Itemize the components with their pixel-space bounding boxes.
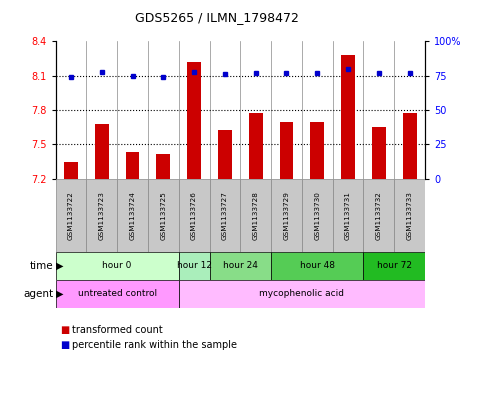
Bar [364, 252, 425, 280]
Text: transformed count: transformed count [72, 325, 163, 335]
Bar [148, 179, 179, 252]
Text: ■: ■ [60, 325, 70, 335]
Text: GSM1133727: GSM1133727 [222, 191, 228, 240]
Bar [179, 252, 210, 280]
Bar [341, 55, 355, 179]
Bar [210, 252, 271, 280]
Text: GSM1133724: GSM1133724 [129, 191, 136, 240]
Bar [218, 130, 232, 179]
Text: hour 48: hour 48 [300, 261, 335, 270]
Text: mycophenolic acid: mycophenolic acid [259, 290, 344, 298]
Bar [179, 179, 210, 252]
Bar [56, 280, 179, 308]
Text: ▶: ▶ [56, 289, 64, 299]
Text: hour 72: hour 72 [377, 261, 412, 270]
Text: agent: agent [23, 289, 53, 299]
Bar [210, 179, 240, 252]
Bar [271, 252, 364, 280]
Bar [56, 252, 179, 280]
Text: ▶: ▶ [56, 261, 64, 271]
Text: percentile rank within the sample: percentile rank within the sample [72, 340, 238, 351]
Text: GSM1133722: GSM1133722 [68, 191, 74, 240]
Text: hour 24: hour 24 [223, 261, 258, 270]
Text: GDS5265 / ILMN_1798472: GDS5265 / ILMN_1798472 [135, 11, 299, 24]
Bar [394, 179, 425, 252]
Bar [311, 121, 324, 179]
Bar [280, 121, 293, 179]
Bar [364, 179, 394, 252]
Bar [56, 179, 86, 252]
Bar [187, 62, 201, 179]
Text: GSM1133730: GSM1133730 [314, 191, 320, 240]
Bar [403, 114, 416, 179]
Bar [249, 114, 263, 179]
Text: GSM1133731: GSM1133731 [345, 191, 351, 240]
Bar [302, 179, 333, 252]
Bar [333, 179, 364, 252]
Bar [117, 179, 148, 252]
Bar [372, 127, 386, 179]
Text: GSM1133723: GSM1133723 [99, 191, 105, 240]
Text: time: time [29, 261, 53, 271]
Text: GSM1133732: GSM1133732 [376, 191, 382, 240]
Text: GSM1133726: GSM1133726 [191, 191, 197, 240]
Bar [126, 152, 140, 179]
Bar [95, 124, 109, 179]
Text: GSM1133733: GSM1133733 [407, 191, 412, 240]
Bar [156, 154, 170, 179]
Bar [179, 280, 425, 308]
Text: GSM1133729: GSM1133729 [284, 191, 289, 240]
Bar [86, 179, 117, 252]
Text: GSM1133725: GSM1133725 [160, 191, 166, 240]
Text: ■: ■ [60, 340, 70, 351]
Text: GSM1133728: GSM1133728 [253, 191, 259, 240]
Text: hour 12: hour 12 [177, 261, 212, 270]
Text: hour 0: hour 0 [102, 261, 132, 270]
Bar [241, 179, 271, 252]
Bar [64, 162, 78, 179]
Text: untreated control: untreated control [78, 290, 156, 298]
Bar [271, 179, 302, 252]
